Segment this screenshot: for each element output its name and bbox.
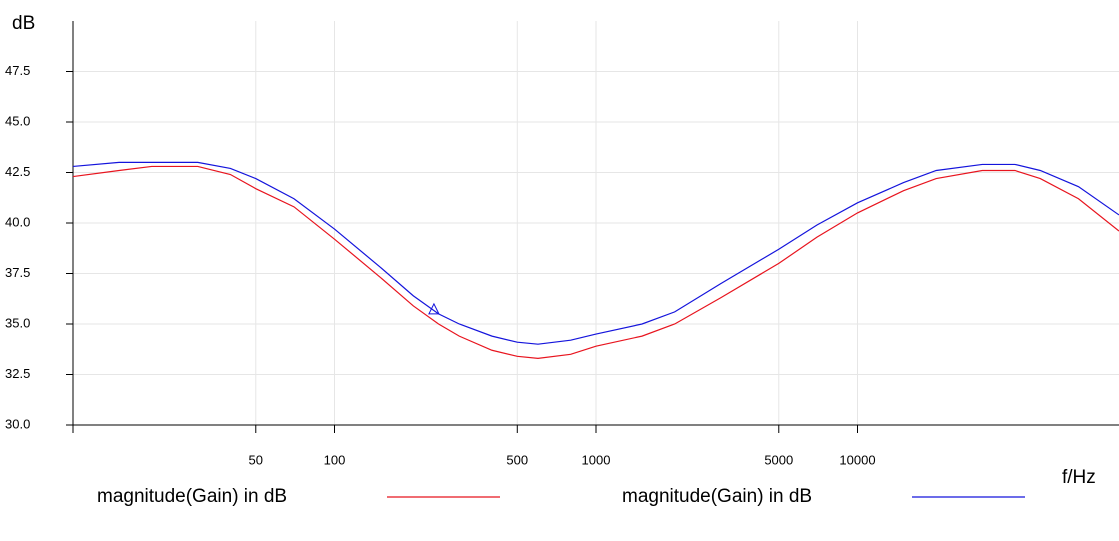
y-tick-label: 30.0 [5,416,30,431]
series-line [72,165,1119,359]
series-line [72,161,1119,345]
y-tick-label: 42.5 [5,164,30,179]
marker [428,302,440,315]
x-axis-label: f/Hz [1062,467,1096,488]
y-tick-label: 35.0 [5,315,30,330]
x-tick-label: 5000 [764,452,793,467]
y-axis-label: dB [12,13,35,34]
y-tick-label: 47.5 [5,63,30,78]
y-tick-label: 45.0 [5,113,30,128]
legend-label: magnitude(Gain) in dB [97,486,287,507]
legend-label: magnitude(Gain) in dB [622,486,812,507]
x-tick-label: 1000 [582,452,611,467]
x-tick-label: 50 [249,452,263,467]
y-tick-label: 37.5 [5,265,30,280]
x-tick-label: 10000 [839,452,875,467]
x-tick-label: 100 [324,452,346,467]
y-tick-label: 32.5 [5,366,30,381]
y-tick-label: 40.0 [5,214,30,229]
x-tick-label: 500 [506,452,528,467]
